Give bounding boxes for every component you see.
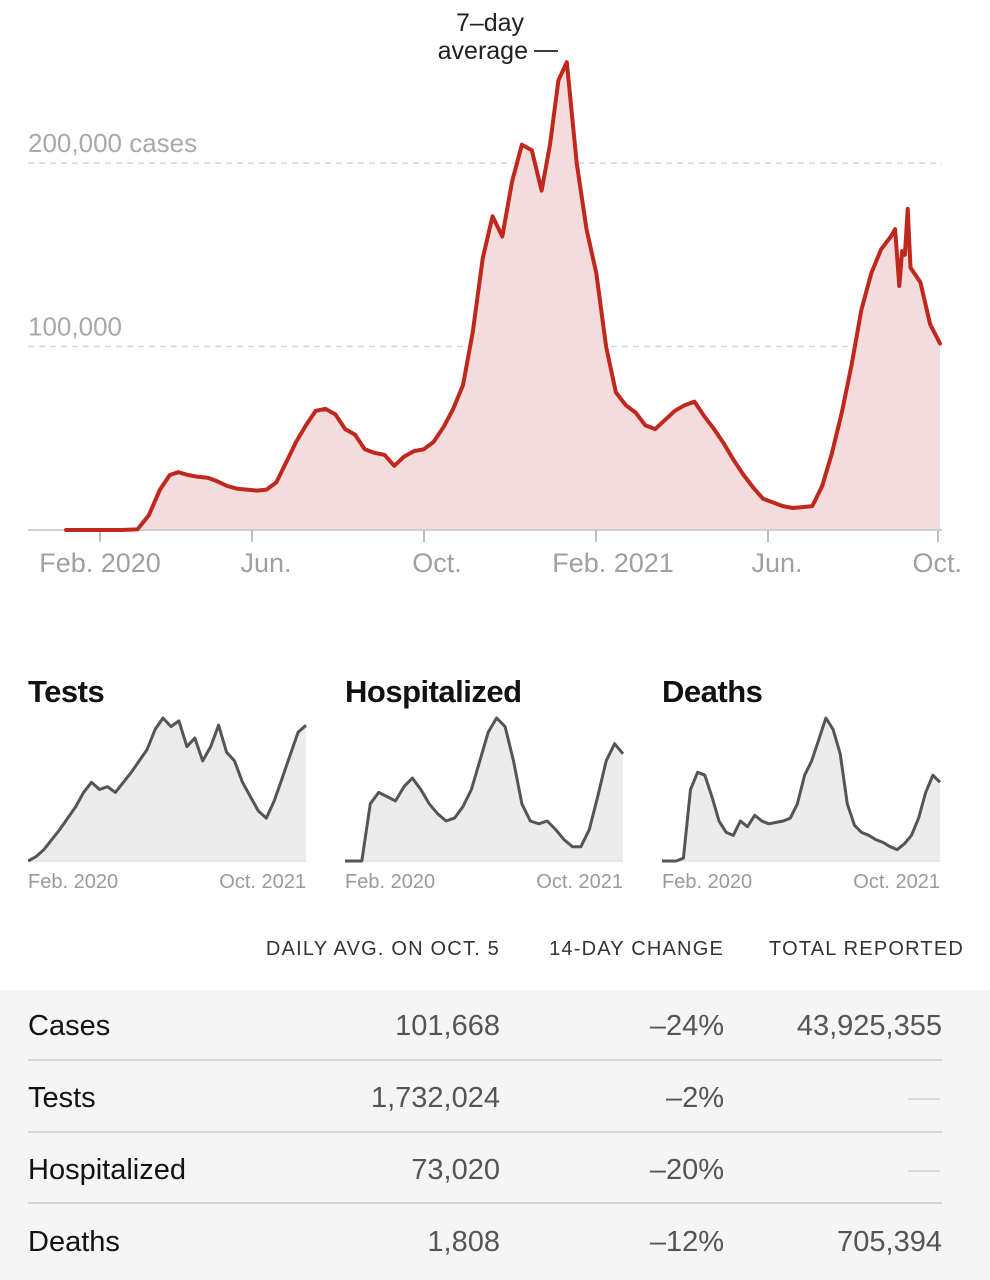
daily-avg-value: 1,808 (427, 1226, 500, 1258)
sparkline-line (28, 716, 308, 863)
table-row-tests: Tests 1,732,024 –2% (28, 1062, 942, 1134)
change-value: –12% (649, 1226, 724, 1258)
x-tick-label: Jun. (240, 548, 291, 578)
no-total-dash (908, 1170, 940, 1172)
y-tick-label: 100,000 (28, 312, 122, 342)
cases-chart: 200,000 cases 100,000 Feb. 2020 Jun. Oct. Feb… (28, 9, 962, 578)
hospitalized-title: Hospitalized (345, 674, 522, 709)
sparkline-line (662, 716, 942, 863)
change-value: –20% (649, 1154, 724, 1186)
x-tick-label: Feb. 2020 (39, 548, 161, 578)
hospitalized-chart: Feb. 2020 Oct. 2021 Hospitalized (345, 670, 645, 900)
tests-sparkline: Feb. 2020 Oct. 2021 (28, 716, 308, 893)
table-row-deaths: Deaths 1,808 –12% 705,394 (28, 1206, 942, 1278)
x-end-label: Oct. 2021 (536, 871, 623, 893)
change-value: –24% (649, 1010, 724, 1042)
y-tick-label: 200,000 cases (28, 128, 197, 158)
x-tick-label: Oct. (912, 548, 962, 578)
change-value: –2% (665, 1082, 724, 1114)
row-label: Tests (28, 1082, 96, 1114)
deaths-chart: Feb. 2020 Oct. 2021 Deaths (662, 670, 962, 900)
header-total-reported: TOTAL REPORTED (769, 938, 964, 960)
no-total-dash (908, 1098, 940, 1100)
x-end-label: Oct. 2021 (219, 871, 306, 893)
daily-avg-value: 73,020 (411, 1154, 500, 1186)
total-value: 705,394 (837, 1226, 942, 1258)
row-label: Deaths (28, 1226, 120, 1258)
header-daily-avg: DAILY AVG. ON OCT. 5 (265, 938, 500, 960)
annotation-line2: average (438, 37, 528, 65)
x-tick-label: Oct. (412, 548, 462, 578)
cases-area (66, 62, 940, 530)
table-row-hospitalized: Hospitalized 73,020 –20% (28, 1134, 942, 1206)
tests-chart: Feb. 2020 Oct. 2021 Tests (28, 670, 328, 900)
x-start-label: Feb. 2020 (662, 871, 752, 893)
cases-line (64, 60, 942, 532)
total-value: 43,925,355 (796, 1010, 942, 1042)
row-label: Hospitalized (28, 1154, 186, 1186)
header-14-day-change: 14-DAY CHANGE (549, 938, 724, 960)
sparkline-area (28, 718, 306, 861)
row-label: Cases (28, 1010, 111, 1042)
deaths-sparkline: Feb. 2020 Oct. 2021 (662, 716, 942, 893)
sparkline-area (345, 718, 623, 861)
sparkline-line (345, 716, 625, 863)
tests-title: Tests (28, 674, 105, 709)
table-row-cases: Cases 101,668 –24% 43,925,355 (28, 990, 942, 1062)
deaths-title: Deaths (662, 674, 763, 709)
x-start-label: Feb. 2020 (345, 871, 435, 893)
annotation-line1: 7–day (456, 9, 525, 37)
stats-table: Cases 101,668 –24% 43,925,355 Tests 1,73… (0, 990, 990, 1280)
x-start-label: Feb. 2020 (28, 871, 118, 893)
daily-avg-value: 101,668 (395, 1010, 500, 1042)
row-divider (28, 1131, 942, 1133)
x-tick-label: Jun. (751, 548, 802, 578)
daily-avg-value: 1,732,024 (370, 1082, 500, 1114)
row-divider (28, 1059, 942, 1061)
x-tick-label: Feb. 2021 (552, 548, 674, 578)
row-divider (28, 1202, 942, 1204)
x-end-label: Oct. 2021 (853, 871, 940, 893)
hospitalized-sparkline: Feb. 2020 Oct. 2021 (345, 716, 625, 893)
